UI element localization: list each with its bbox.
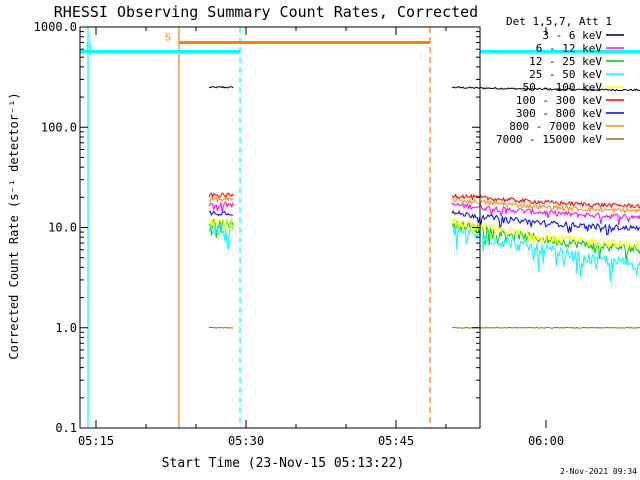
y-tick-label-1: 1.0 [55,321,77,335]
y-tick-label-0: 0.1 [55,421,77,435]
x-tick-label-3: 06:00 [528,434,564,448]
series-trace-1-segment-0 [208,201,234,213]
legend-label-6: 300 - 800 keV [516,107,602,120]
series-trace-8-segment-1 [451,326,640,329]
mode-label-0: S [165,33,171,44]
x-tick-label-0: 05:15 [78,434,114,448]
legend-label-4: 50 - 100 keV [523,81,603,94]
series-trace-6-segment-1 [451,209,640,236]
series-trace-6-segment-0 [208,210,234,217]
footer-date: 2-Nov-2021 09:34 [560,467,637,476]
y-axis-label: Corrected Count Rate (s⁻¹ detector⁻¹) [7,92,21,359]
legend-label-7: 800 - 7000 keV [509,120,602,133]
series-trace-7-segment-0 [208,196,234,204]
x-tick-label-2: 05:45 [378,434,414,448]
y-tick-label-4: 1000.0 [34,20,77,34]
x-axis-label: Start Time (23-Nov-15 05:13:22) [162,456,405,471]
series-trace-4-segment-0 [208,216,234,231]
series-trace-3-segment-0 [208,223,234,250]
series-trace-4-segment-1 [451,218,640,250]
series-trace-0-segment-1 [451,86,640,92]
legend-label-0: 3 - 6 keV [542,29,602,42]
legend-label-3: 25 - 50 keV [529,68,602,81]
series-trace-7-segment-1 [451,197,640,214]
legend-label-5: 100 - 300 keV [516,94,602,107]
mode-label-1: N [86,41,92,52]
legend-label-2: 12 - 25 keV [529,55,602,68]
series-trace-3-segment-1 [451,224,640,282]
series-trace-5-segment-1 [451,193,640,209]
y-tick-label-3: 100.0 [41,120,77,134]
chart-title: RHESSI Observing Summary Count Rates, Co… [54,3,478,21]
plot-area: SN05:1505:3005:4506:0006:1506:3006:450.1… [34,20,640,448]
legend-label-8: 7000 - 15000 keV [496,133,602,146]
series-trace-2-segment-1 [451,220,640,261]
legend-label-1: 6 - 12 keV [536,42,603,55]
x-tick-label-1: 05:30 [228,434,264,448]
series-trace-2-segment-0 [208,218,234,238]
series-trace-5-segment-0 [208,192,234,199]
series-trace-0-segment-0 [208,85,234,89]
series-trace-1-segment-1 [451,201,640,226]
series-trace-8-segment-0 [208,326,234,329]
legend-title: Det 1,5,7, Att 1 [506,15,612,28]
y-tick-label-2: 10.0 [48,221,77,235]
